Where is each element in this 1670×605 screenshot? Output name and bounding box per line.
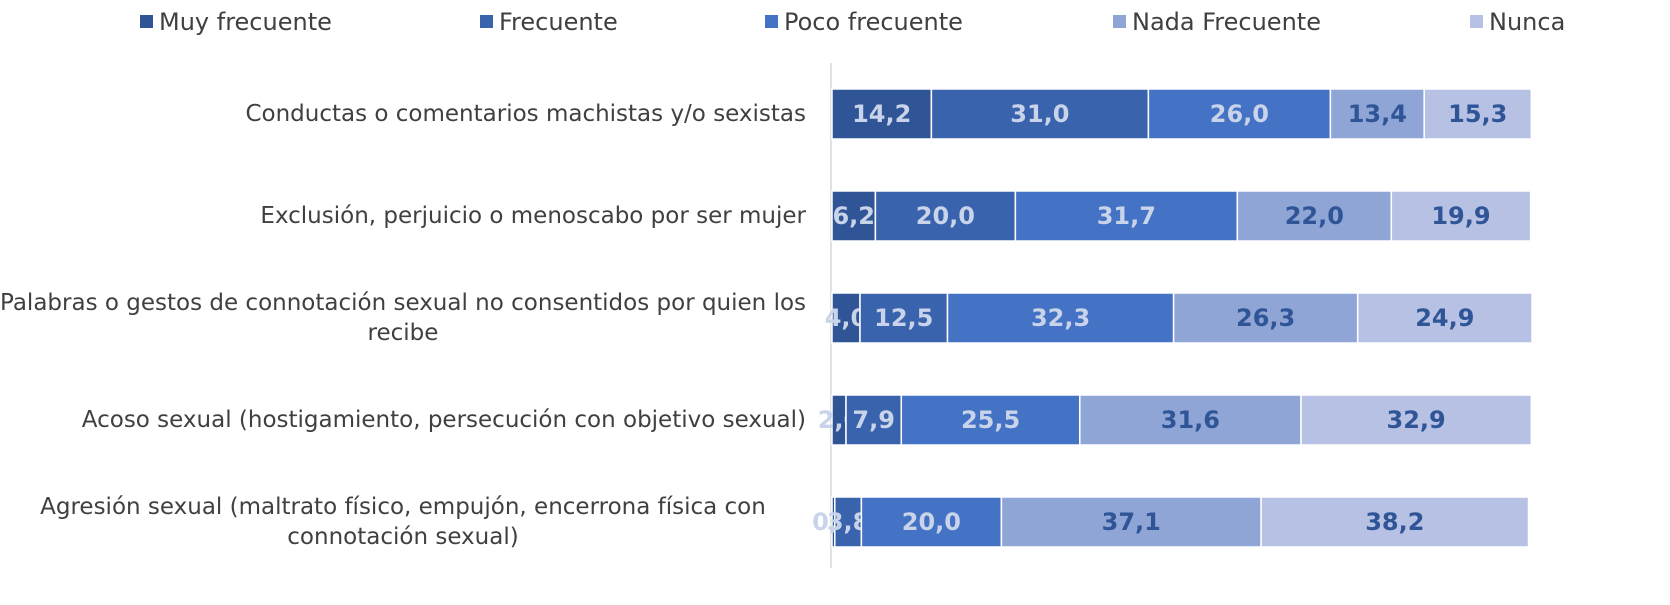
bar-segment <box>1000 496 1262 548</box>
bar-segment <box>860 496 1003 548</box>
bar-segment <box>1390 190 1532 242</box>
bar-segment <box>845 394 903 446</box>
data-label: 32,9 <box>1387 406 1446 434</box>
bar-segment <box>1356 292 1533 344</box>
bar-segment <box>831 190 877 242</box>
legend-label: Muy frecuente <box>159 8 332 36</box>
data-label: 37,1 <box>1102 508 1161 536</box>
category-label: Acoso sexual (hostigamiento, persecución… <box>81 407 806 433</box>
data-label: 19,9 <box>1431 202 1490 230</box>
data-label: 31,6 <box>1161 406 1220 434</box>
legend-label: Nunca <box>1489 8 1565 36</box>
data-label: 6,2 <box>832 202 875 230</box>
category-label: Palabras o gestos de connotación sexual … <box>0 290 807 346</box>
data-label: 12,5 <box>874 304 933 332</box>
data-label: 26,0 <box>1210 100 1269 128</box>
data-label: 13,4 <box>1348 100 1407 128</box>
data-label: 20,0 <box>902 508 961 536</box>
bar-segment <box>930 88 1150 140</box>
bar-segment <box>1300 394 1533 446</box>
data-label: 15,3 <box>1448 100 1507 128</box>
legend-swatch <box>765 15 778 28</box>
legend-swatch <box>480 15 493 28</box>
data-label: 32,3 <box>1031 304 1090 332</box>
bar-segment <box>1147 88 1332 140</box>
bar-segment <box>1236 190 1393 242</box>
data-label: 7,9 <box>852 406 895 434</box>
bar-segment <box>1260 496 1530 548</box>
bar-segment <box>946 292 1175 344</box>
bar-segment <box>831 292 861 344</box>
data-label: 31,7 <box>1097 202 1156 230</box>
category-label: Exclusión, perjuicio o menoscabo por ser… <box>260 203 806 229</box>
legend-swatch <box>1470 15 1483 28</box>
data-label: 38,2 <box>1365 508 1424 536</box>
bar-segment <box>900 394 1081 446</box>
data-label: 20,0 <box>916 202 975 230</box>
bar-segment <box>831 88 933 140</box>
data-label: 24,9 <box>1415 304 1474 332</box>
data-label: 31,0 <box>1010 100 1069 128</box>
legend-label: Frecuente <box>499 8 618 36</box>
data-label: 26,3 <box>1236 304 1295 332</box>
legend-swatch <box>1113 15 1126 28</box>
data-label: 14,2 <box>852 100 911 128</box>
legend-label: Nada Frecuente <box>1132 8 1321 36</box>
legend-label: Poco frecuente <box>784 8 963 36</box>
data-label: 25,5 <box>961 406 1020 434</box>
data-label: 22,0 <box>1285 202 1344 230</box>
category-label: Agresión sexual (maltrato físico, empujó… <box>40 494 766 550</box>
bar-segment <box>1423 88 1533 140</box>
category-label: Conductas o comentarios machistas y/o se… <box>245 101 806 127</box>
bar-segment <box>874 190 1017 242</box>
bar-segment <box>1329 88 1425 140</box>
bar-segment <box>1014 190 1239 242</box>
legend-swatch <box>140 15 153 28</box>
